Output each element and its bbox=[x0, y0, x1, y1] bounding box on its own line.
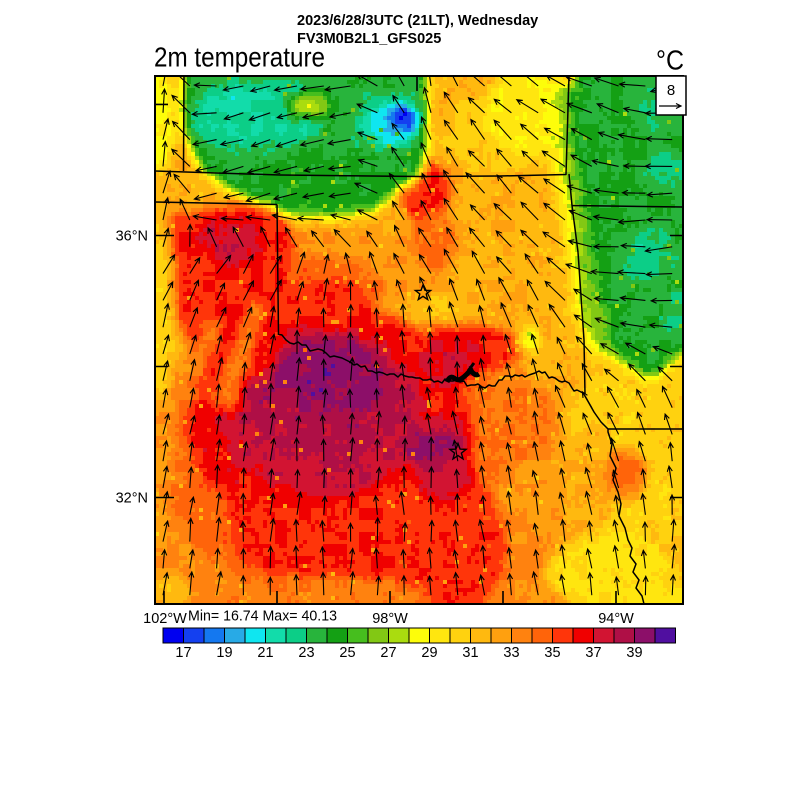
svg-text:19: 19 bbox=[216, 645, 232, 661]
svg-text:23: 23 bbox=[298, 645, 314, 661]
svg-text:2m temperature: 2m temperature bbox=[154, 42, 325, 73]
svg-text:35: 35 bbox=[544, 645, 560, 661]
svg-text:29: 29 bbox=[421, 645, 437, 661]
svg-text:33: 33 bbox=[503, 645, 519, 661]
svg-text:21: 21 bbox=[257, 645, 273, 661]
svg-text:27: 27 bbox=[380, 645, 396, 661]
svg-text:36°N: 36°N bbox=[116, 229, 148, 245]
svg-text:32°N: 32°N bbox=[116, 491, 148, 507]
svg-text:°C: °C bbox=[656, 45, 684, 76]
svg-text:94°W: 94°W bbox=[598, 611, 634, 627]
svg-text:98°W: 98°W bbox=[372, 611, 408, 627]
svg-text:25: 25 bbox=[339, 645, 355, 661]
svg-text:31: 31 bbox=[462, 645, 478, 661]
svg-text:2023/6/28/3UTC (21LT), Wednesd: 2023/6/28/3UTC (21LT), Wednesday bbox=[297, 13, 538, 29]
svg-text:Min= 16.74 Max= 40.13: Min= 16.74 Max= 40.13 bbox=[188, 608, 337, 625]
svg-text:39: 39 bbox=[626, 645, 642, 661]
svg-text:102°W: 102°W bbox=[143, 611, 187, 627]
svg-text:37: 37 bbox=[585, 645, 601, 661]
svg-text:FV3M0B2L1_GFS025: FV3M0B2L1_GFS025 bbox=[297, 31, 441, 47]
svg-text:8: 8 bbox=[667, 82, 675, 99]
svg-text:17: 17 bbox=[175, 645, 191, 661]
